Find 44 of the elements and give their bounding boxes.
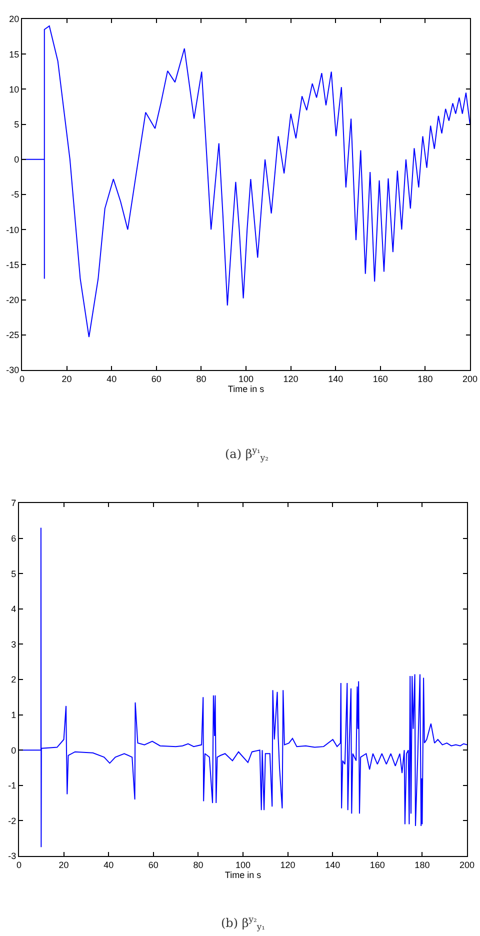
- x-tick-label: 180: [414, 860, 430, 870]
- x-tick-label: 40: [104, 860, 114, 870]
- x-tick-label: 20: [58, 860, 69, 870]
- y-tick-label: 5: [14, 119, 20, 130]
- x-tick-label: 20: [62, 374, 72, 384]
- x-tick-label: 60: [151, 374, 162, 384]
- x-tick-label: 100: [238, 374, 254, 384]
- x-tick-label: 120: [283, 374, 298, 384]
- y-tick-label: 4: [11, 604, 16, 614]
- y-tick-label: -25: [6, 330, 20, 340]
- y-tick-label: -3: [8, 851, 16, 862]
- y-tick-label: -2: [8, 816, 16, 826]
- x-tick-label: 200: [462, 374, 478, 384]
- y-tick-label: 15: [9, 49, 20, 60]
- x-tick-label: 180: [418, 374, 433, 384]
- y-tick-label: 3: [11, 639, 16, 650]
- y-tick-label: 2: [11, 674, 16, 685]
- y-tick-label: 1: [11, 710, 16, 720]
- y-tick-label: 0: [11, 745, 16, 756]
- x-tick-label: 120: [280, 860, 296, 870]
- y-tick-label: -5: [11, 190, 20, 200]
- y-tick-label: 5: [11, 568, 16, 579]
- y-tick-label: 7: [11, 498, 16, 508]
- x-axis-title: Time in s: [228, 384, 265, 394]
- y-tick-label: 20: [9, 14, 20, 24]
- y-tick-label: 6: [11, 533, 16, 544]
- y-tick-label: 0: [14, 154, 20, 165]
- y-tick-label: 10: [9, 84, 20, 94]
- x-tick-label: 80: [193, 860, 204, 870]
- x-tick-label: 60: [148, 860, 158, 870]
- x-tick-label: 160: [370, 860, 385, 870]
- y-tick-label: -30: [6, 365, 20, 376]
- x-tick-label: 100: [235, 860, 251, 870]
- x-tick-label: 160: [372, 374, 388, 384]
- x-tick-label: 140: [328, 374, 344, 384]
- x-tick-label: 200: [459, 860, 475, 870]
- x-tick-label: 80: [196, 374, 206, 384]
- y-tick-label: -1: [8, 780, 16, 791]
- x-axis-title: Time in s: [224, 870, 262, 880]
- x-tick-label: 40: [106, 374, 117, 384]
- y-tick-label: -20: [6, 294, 20, 305]
- x-tick-label: 140: [325, 860, 340, 870]
- y-tick-label: -10: [6, 224, 20, 235]
- y-tick-label: -15: [6, 260, 20, 270]
